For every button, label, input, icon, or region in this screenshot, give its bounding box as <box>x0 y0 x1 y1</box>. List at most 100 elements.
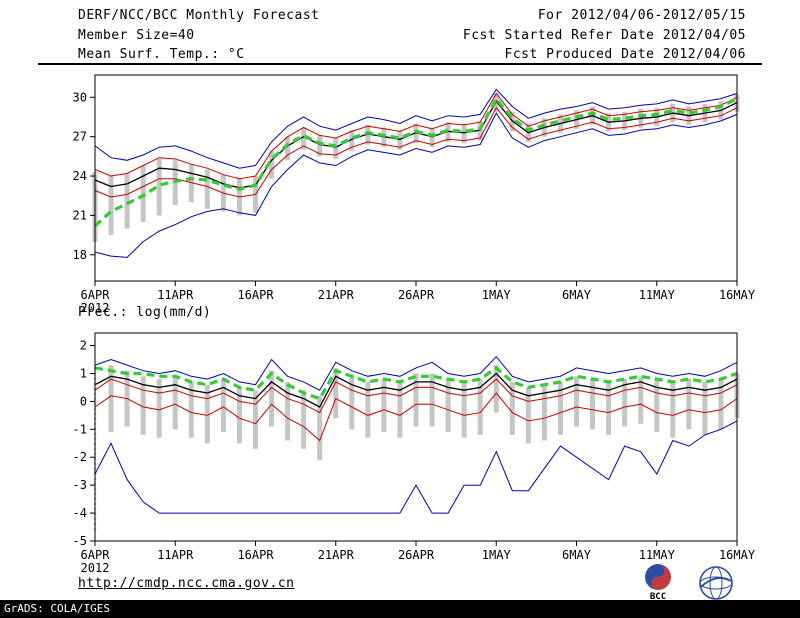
spread-bar <box>285 381 291 441</box>
spread-bar <box>156 158 162 216</box>
spread-bar <box>333 137 339 159</box>
source-url-link[interactable]: http://cmdp.ncc.cma.gov.cn <box>78 576 295 591</box>
x-tick-label: 26APR <box>398 288 435 302</box>
x-tick-label: 16MAY <box>719 288 756 302</box>
report-title: DERF/NCC/BCC Monthly Forecast <box>78 8 320 23</box>
spread-bar <box>397 381 403 438</box>
spread-bar <box>108 176 114 236</box>
y-tick-label: 27 <box>73 130 87 144</box>
forecast-range-label: For 2012/04/06-2012/05/15 <box>537 8 746 23</box>
y-tick-label: -3 <box>73 478 87 492</box>
x-tick-label: 6MAY <box>562 548 592 562</box>
x-tick-label: 1MAY <box>482 288 512 302</box>
x-tick-label: 16APR <box>237 548 274 562</box>
x-tick-label: 11MAY <box>639 288 676 302</box>
spread-bar <box>702 381 708 435</box>
x-tick-label: 11APR <box>157 548 194 562</box>
x-tick-label: 6APR <box>81 548 111 562</box>
spread-bar <box>574 376 579 427</box>
cma-logo-swoosh <box>700 577 732 588</box>
series-observation <box>94 365 738 401</box>
spread-bar <box>493 365 499 413</box>
spread-bar <box>253 390 258 449</box>
x-tick-label: 16APR <box>237 288 274 302</box>
fcst-start-date-label: Fcst Started Refer Date 2012/04/05 <box>462 28 746 43</box>
spread-bar <box>349 376 355 430</box>
series-spread-lower <box>94 392 738 442</box>
spread-bar <box>638 376 644 424</box>
spread-bar <box>236 387 242 444</box>
spread-bar <box>317 135 323 157</box>
spread-bar <box>108 365 114 433</box>
grads-credit-bar: GrADS: COLA/IGES <box>0 600 800 618</box>
series-spread-upper <box>94 92 738 180</box>
spread-bar <box>301 390 307 449</box>
spread-bar <box>477 120 483 141</box>
series-observation <box>93 95 738 228</box>
spread-bar <box>188 381 194 438</box>
spread-bar <box>461 123 467 144</box>
x-tick-label: 6APR <box>81 288 111 302</box>
series-ensemble-mean <box>94 372 738 408</box>
spread-bar <box>670 381 676 438</box>
y-tick-label: -4 <box>73 506 87 520</box>
y-tick-label: 0 <box>80 394 87 408</box>
bcc-logo: BCC <box>645 564 671 602</box>
spread-bar <box>269 370 275 427</box>
x-tick-label: 21APR <box>318 288 355 302</box>
spread-bar <box>156 379 162 438</box>
y-tick-label: 21 <box>73 208 87 222</box>
grads-credit-text: GrADS: COLA/IGES <box>4 602 110 615</box>
header-divider <box>38 63 762 65</box>
spread-bar <box>220 379 226 433</box>
x-tick-label: 11APR <box>157 288 194 302</box>
spread-bar <box>445 379 451 433</box>
spread-bar <box>541 384 547 441</box>
spread-bar <box>606 381 612 435</box>
temp-variable-label: Mean Surf. Temp.: °C <box>78 47 245 62</box>
x-tick-label: 21APR <box>318 548 355 562</box>
spread-bar <box>365 124 371 145</box>
series-ensemble-min <box>94 420 738 514</box>
spread-bar <box>413 373 419 427</box>
cma-logo-meridian <box>709 566 723 600</box>
x-tick-label: 6MAY <box>562 288 592 302</box>
y-tick-label: 30 <box>73 90 87 104</box>
spread-bar <box>461 381 467 438</box>
temperature-chart: 18 21 24 27 30 6APR 11APR 16APR 21APR 26APR 1MAY 6M… <box>73 74 756 315</box>
spread-bar <box>509 381 515 435</box>
y-tick-label: 18 <box>73 248 87 262</box>
spread-bar <box>301 127 307 150</box>
spread-bar <box>204 384 210 444</box>
spread-bar <box>188 164 194 203</box>
spread-bar <box>477 379 483 435</box>
y-tick-label: -1 <box>73 422 87 436</box>
x-tick-label: 26APR <box>398 548 435 562</box>
spread-bar <box>365 381 371 438</box>
spread-bar <box>172 376 178 430</box>
series-spread-lower <box>94 106 738 198</box>
series-ensemble-max <box>94 88 738 169</box>
spread-bar <box>204 169 210 209</box>
spread-bar <box>622 379 628 427</box>
spread-bar <box>525 387 531 444</box>
y-tick-label: 1 <box>80 366 87 380</box>
bcc-logo-red-swirl <box>651 564 671 590</box>
cma-logo-parallel <box>699 576 733 590</box>
x-tick-label: 1MAY <box>482 548 512 562</box>
fcst-produced-label: Fcst Produced Date 2012/04/06 <box>504 47 746 62</box>
precip-variable-label: Prec.: log(mm/d) <box>78 305 212 320</box>
x-tick-label: 11MAY <box>639 548 676 562</box>
spread-bar <box>333 367 339 419</box>
spread-bar <box>317 395 323 461</box>
spread-bar <box>381 379 387 433</box>
spread-bar <box>718 379 724 430</box>
series-ensemble-min <box>94 112 738 258</box>
x-sub-label: 2012 <box>81 561 110 575</box>
series-spread-upper <box>94 378 738 414</box>
spread-bar <box>124 173 130 229</box>
x-tick-label: 16MAY <box>719 548 756 562</box>
cma-logo <box>699 566 733 600</box>
